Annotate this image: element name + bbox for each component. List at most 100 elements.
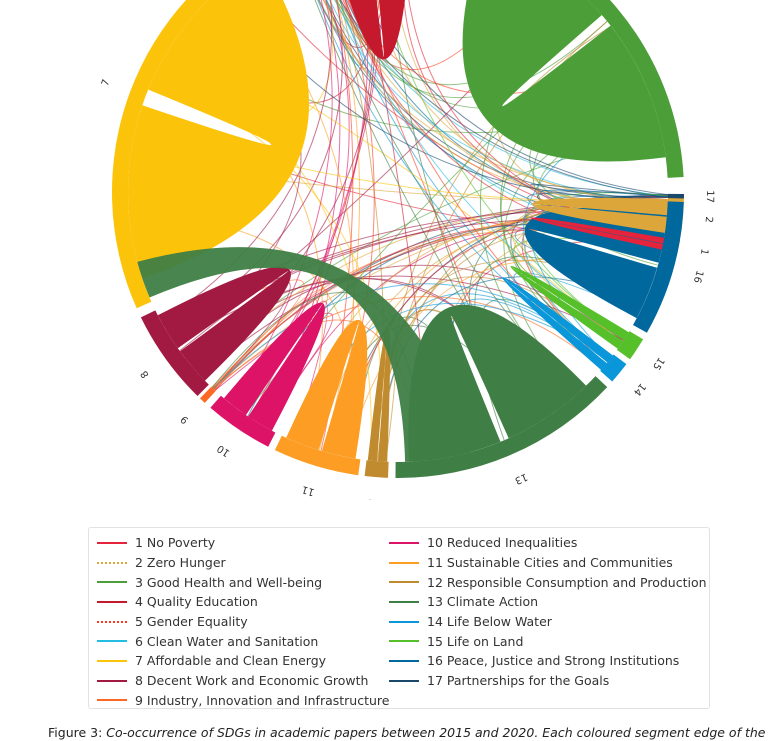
legend-item: 4 Quality Education <box>97 592 389 612</box>
segment-arc-13 <box>395 376 608 479</box>
ribbon-12-12 <box>367 326 391 462</box>
legend-item: 16 Peace, Justice and Strong Institution… <box>389 651 707 671</box>
minor-ribbon <box>323 0 361 452</box>
chord-diagram: 1234567891011121314151617 <box>100 0 715 500</box>
segment-arc-3 <box>587 0 684 178</box>
legend-label: 5 Gender Equality <box>135 614 248 630</box>
segment-arc-10 <box>210 395 276 447</box>
legend-right-column: 10 Reduced Inequalities 11 Sustainable Ci… <box>389 533 707 691</box>
legend-item: 7 Affordable and Clean Energy <box>97 651 389 671</box>
legend-swatch <box>97 600 127 603</box>
segment-labels: 1234567891011121314151617 <box>100 78 715 500</box>
legend-item: 6 Clean Water and Sanitation <box>97 631 389 651</box>
segment-arcs <box>112 0 684 479</box>
legend-label: 6 Clean Water and Sanitation <box>135 633 319 649</box>
segment-arc-15 <box>617 331 644 360</box>
legend-item: 15 Life on Land <box>389 631 707 651</box>
segment-label-10: 10 <box>215 442 232 458</box>
legend-swatch <box>389 640 419 643</box>
chart-legend: 1 No Poverty 2 Zero Hunger 3 Good Health a… <box>88 527 710 709</box>
legend-item: 8 Decent Work and Economic Growth <box>97 671 389 691</box>
legend-label: 2 Zero Hunger <box>135 555 226 571</box>
minor-ribbon <box>160 0 333 323</box>
legend-swatch <box>97 659 127 662</box>
legend-label: 3 Good Health and Well-being <box>135 574 323 590</box>
segment-arc-17 <box>667 193 684 199</box>
minor-ribbon <box>339 0 668 198</box>
segment-arc-12 <box>364 460 389 478</box>
segment-arc-14 <box>600 354 627 382</box>
ribbon-11-11 <box>286 319 368 459</box>
legend-swatch <box>389 620 419 623</box>
ribbon-4-4 <box>349 0 405 60</box>
ribbon-2-2 <box>532 197 668 233</box>
segment-label-2: 2 <box>703 216 715 223</box>
legend-label: 11 Sustainable Cities and Communities <box>427 555 673 571</box>
legend-swatch <box>389 541 419 544</box>
figure-caption: Figure 3: Co-occurrence of SDGs in acade… <box>48 725 768 740</box>
legend-item: 11 Sustainable Cities and Communities <box>389 553 707 573</box>
ribbon-14-14 <box>502 277 613 370</box>
legend-label: 14 Life Below Water <box>427 614 552 630</box>
legend-swatch <box>97 620 127 623</box>
legend-item: 17 Partnerships for the Goals <box>389 671 707 691</box>
legend-left-column: 1 No Poverty 2 Zero Hunger 3 Good Health a… <box>97 533 389 710</box>
caption-text: Co-occurrence of SDGs in academic papers… <box>106 725 766 740</box>
segment-label-12: 12 <box>368 497 382 500</box>
legend-label: 10 Reduced Inequalities <box>427 535 578 551</box>
ribbon-7-7 <box>128 0 309 279</box>
segment-arc-9 <box>200 386 216 403</box>
segment-label-9: 9 <box>179 413 191 425</box>
segment-label-14: 14 <box>631 381 648 398</box>
legend-swatch <box>389 561 419 564</box>
legend-label: 9 Industry, Innovation and Infrastructur… <box>135 692 390 708</box>
legend-item: 1 No Poverty <box>97 533 389 553</box>
legend-item: 10 Reduced Inequalities <box>389 533 707 553</box>
minor-ribbon <box>377 0 668 206</box>
legend-item: 3 Good Health and Well-being <box>97 572 389 592</box>
legend-swatch <box>389 600 419 603</box>
ribbon-3-3 <box>462 0 666 162</box>
legend-swatch <box>97 640 127 643</box>
segment-label-1: 1 <box>698 248 710 256</box>
segment-label-13: 13 <box>513 471 529 486</box>
legend-item: 12 Responsible Consumption and Productio… <box>389 572 707 592</box>
ribbon-10-10 <box>223 302 325 431</box>
legend-label: 1 No Poverty <box>135 535 216 551</box>
segment-arc-7 <box>112 0 209 309</box>
minor-ribbon <box>364 0 669 196</box>
legend-label: 7 Affordable and Clean Energy <box>135 653 327 669</box>
minor-ribbon <box>317 0 384 48</box>
major-ribbons <box>128 0 668 462</box>
legend-item: 5 Gender Equality <box>97 612 389 632</box>
legend-label: 4 Quality Education <box>135 594 258 610</box>
legend-label: 8 Decent Work and Economic Growth <box>135 673 369 689</box>
legend-swatch <box>389 679 419 682</box>
legend-item: 9 Industry, Innovation and Infrastructur… <box>97 691 389 711</box>
segment-label-11: 11 <box>301 483 316 497</box>
legend-item: 13 Climate Action <box>389 592 707 612</box>
segment-arc-8 <box>140 310 209 396</box>
legend-swatch <box>97 581 127 584</box>
minor-ribbon <box>334 0 608 99</box>
minor-ribbon <box>530 183 669 204</box>
segment-label-7: 7 <box>100 78 113 88</box>
legend-label: 12 Responsible Consumption and Productio… <box>427 574 707 590</box>
segment-label-8: 8 <box>139 368 152 380</box>
legend-label: 16 Peace, Justice and Strong Institution… <box>427 653 680 669</box>
legend-swatch <box>389 581 419 584</box>
segment-arc-16 <box>633 201 684 333</box>
legend-item: 14 Life Below Water <box>389 612 707 632</box>
legend-swatch <box>97 679 127 682</box>
segment-label-17: 17 <box>704 190 715 203</box>
legend-label: 13 Climate Action <box>427 594 539 610</box>
legend-label: 15 Life on Land <box>427 633 524 649</box>
legend-label: 17 Partnerships for the Goals <box>427 673 610 689</box>
ribbon-7-13 <box>137 247 471 462</box>
segment-arc-11 <box>274 435 361 476</box>
legend-item: 2 Zero Hunger <box>97 553 389 573</box>
legend-swatch <box>97 561 127 564</box>
segment-label-15: 15 <box>650 355 666 372</box>
legend-swatch <box>97 699 127 702</box>
legend-swatch <box>389 659 419 662</box>
